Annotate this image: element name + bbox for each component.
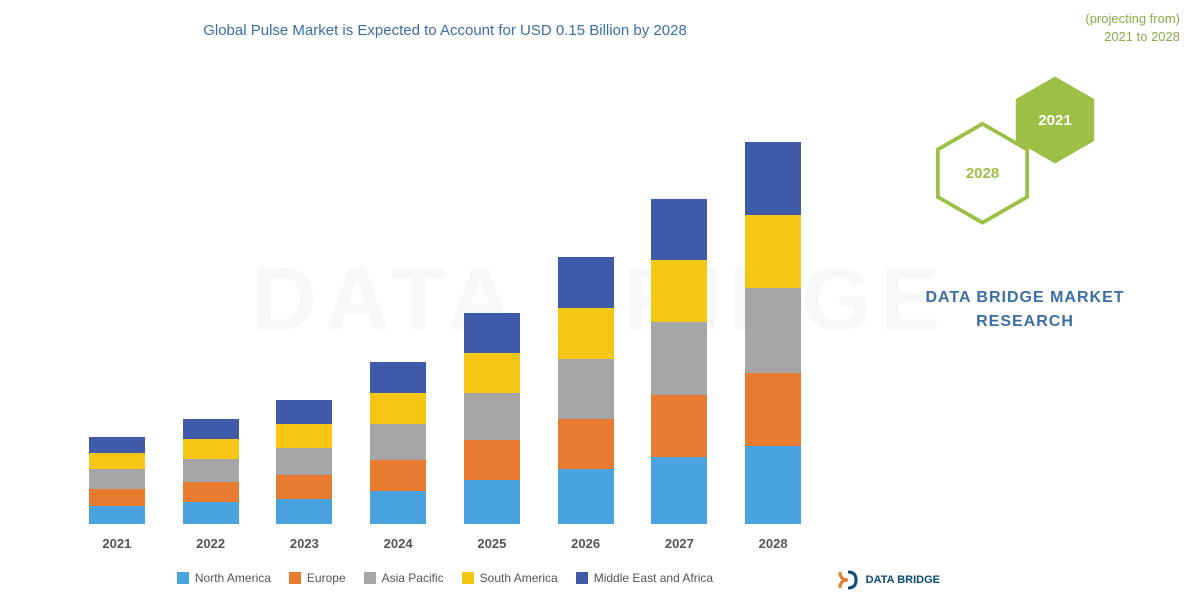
stacked-bar (464, 313, 520, 524)
bar-segment (89, 469, 145, 489)
chart-legend: North America Europe Asia Pacific South Ame… (60, 561, 830, 590)
bar-group: 2021 (82, 437, 152, 551)
bar-segment (183, 419, 239, 439)
bar-segment (276, 448, 332, 475)
bar-segment (370, 424, 426, 460)
bar-category-label: 2024 (384, 536, 413, 551)
bar-category-label: 2028 (759, 536, 788, 551)
bar-segment (370, 393, 426, 424)
bar-segment (745, 142, 801, 215)
bar-segment (183, 459, 239, 483)
bar-segment (651, 199, 707, 261)
legend-label: North America (195, 571, 271, 585)
stacked-bar (276, 400, 332, 524)
stacked-bar (651, 199, 707, 524)
bar-segment (183, 439, 239, 459)
brand-name: DATA BRIDGE MARKET RESEARCH (925, 286, 1124, 334)
stacked-bar (745, 142, 801, 524)
bar-segment (745, 446, 801, 524)
bar-category-label: 2022 (196, 536, 225, 551)
right-panel: (projecting from) 2021 to 2028 2028 2021… (850, 0, 1200, 600)
bar-segment (464, 480, 520, 524)
forecast-line2: 2021 to 2028 (1104, 29, 1180, 44)
stacked-bar (183, 419, 239, 524)
bar-segment (89, 453, 145, 469)
bar-category-label: 2025 (477, 536, 506, 551)
bar-segment (370, 362, 426, 393)
chart-title: Global Pulse Market is Expected to Accou… (60, 20, 830, 41)
legend-item: North America (177, 571, 271, 585)
legend-swatch (576, 572, 588, 584)
bar-segment (651, 395, 707, 457)
legend-label: Europe (307, 571, 346, 585)
bar-segment (745, 288, 801, 373)
bar-segment (745, 215, 801, 288)
bar-segment (464, 313, 520, 353)
bar-group: 2028 (738, 142, 808, 551)
legend-item: Middle East and Africa (576, 571, 713, 585)
bar-group: 2027 (644, 199, 714, 551)
bar-segment (370, 460, 426, 491)
bar-segment (558, 359, 614, 419)
hexagon-label: 2028 (966, 165, 999, 182)
bar-group: 2026 (551, 257, 621, 551)
bar-segment (464, 353, 520, 393)
bar-segment (89, 506, 145, 524)
legend-swatch (364, 572, 376, 584)
bar-segment (745, 373, 801, 446)
bar-category-label: 2021 (102, 536, 131, 551)
legend-item: Asia Pacific (364, 571, 444, 585)
stacked-bar (370, 362, 426, 524)
bar-segment (651, 260, 707, 322)
bar-segment (276, 424, 332, 448)
bar-segment (89, 489, 145, 505)
bar-segment (183, 482, 239, 502)
legend-swatch (177, 572, 189, 584)
hexagon: 2021 (1015, 76, 1095, 164)
legend-item: Europe (289, 571, 346, 585)
bar-segment (89, 437, 145, 453)
bar-group: 2023 (269, 400, 339, 551)
bar-segment (276, 499, 332, 524)
bar-segment (558, 419, 614, 470)
bar-category-label: 2026 (571, 536, 600, 551)
bar-segment (276, 475, 332, 499)
bar-group: 2022 (176, 419, 246, 551)
bar-segment (558, 469, 614, 524)
bar-group: 2025 (457, 313, 527, 551)
brand-line1: DATA BRIDGE MARKET (925, 289, 1124, 306)
forecast-period-text: (projecting from) 2021 to 2028 (1085, 10, 1180, 46)
legend-item: South America (462, 571, 558, 585)
bar-segment (276, 400, 332, 424)
bar-segment (464, 393, 520, 440)
bar-segment (651, 322, 707, 395)
bar-segment (464, 440, 520, 480)
brand-line2: RESEARCH (976, 313, 1074, 330)
bar-segment (183, 502, 239, 524)
bar-category-label: 2027 (665, 536, 694, 551)
bar-category-label: 2023 (290, 536, 319, 551)
bar-segment (558, 308, 614, 359)
bar-group: 2024 (363, 362, 433, 551)
main-container: Global Pulse Market is Expected to Accou… (0, 0, 1200, 600)
chart-section: Global Pulse Market is Expected to Accou… (0, 0, 850, 600)
hexagon-label: 2021 (1038, 112, 1071, 129)
legend-label: Asia Pacific (382, 571, 444, 585)
legend-label: Middle East and Africa (594, 571, 713, 585)
stacked-bar (558, 257, 614, 524)
forecast-line1: (projecting from) (1085, 11, 1180, 26)
bar-segment (651, 457, 707, 524)
bar-segment (558, 257, 614, 308)
hexagon-graphic: 2028 2021 (935, 76, 1115, 236)
legend-swatch (462, 572, 474, 584)
chart-plot-area: 2021 2022 2023 2024 2025 2026 2027 2028 (60, 61, 830, 561)
legend-label: South America (480, 571, 558, 585)
legend-swatch (289, 572, 301, 584)
stacked-bar (89, 437, 145, 524)
bar-segment (370, 491, 426, 524)
